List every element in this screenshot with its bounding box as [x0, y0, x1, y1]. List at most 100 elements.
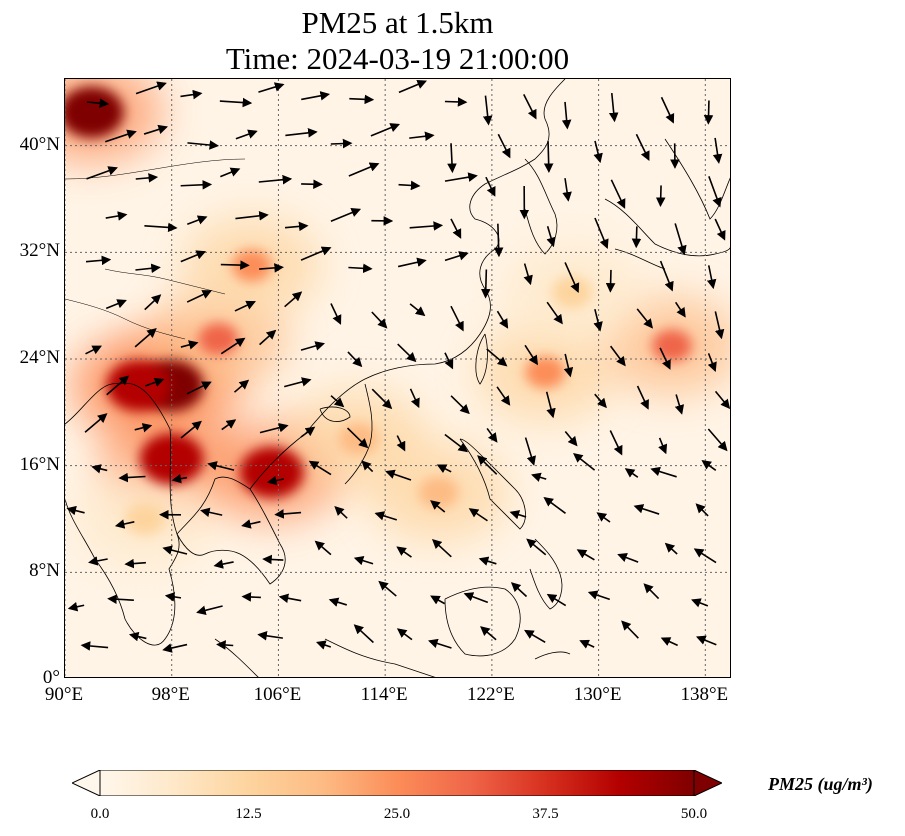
- wind-arrow: [658, 437, 668, 455]
- colorbar-tick-label: 25.0: [383, 806, 411, 822]
- wind-arrow: [526, 538, 547, 556]
- pm25-field: [65, 79, 730, 569]
- wind-arrow: [300, 246, 332, 261]
- map-title-line-1: PM25 at 1.5km: [301, 5, 494, 40]
- wind-arrow: [714, 218, 726, 241]
- wind-arrow: [235, 211, 269, 221]
- wind-arrow: [284, 221, 309, 232]
- colorbar-tick-label: 12.5: [235, 806, 262, 822]
- wind-arrow: [633, 504, 660, 515]
- wind-arrow: [609, 430, 623, 456]
- wind-arrow: [180, 89, 203, 100]
- wind-arrow: [696, 635, 717, 646]
- wind-arrow: [477, 455, 498, 475]
- wind-arrow: [431, 538, 452, 558]
- pm25-hotspot: [106, 360, 171, 412]
- wind-arrow: [180, 420, 202, 439]
- wind-arrow: [262, 554, 284, 565]
- pm25-hotspot: [651, 329, 692, 362]
- longitude-tick-label: 122°E: [467, 684, 515, 705]
- wind-arrow: [330, 395, 345, 408]
- wind-arrow: [398, 79, 427, 94]
- wind-arrow: [660, 96, 675, 124]
- wind-arrow: [134, 423, 153, 433]
- wind-arrow: [693, 548, 717, 564]
- colorbar: [72, 770, 722, 796]
- wind-arrow: [85, 255, 112, 266]
- wind-arrow: [708, 176, 722, 208]
- pm25-hotspot: [525, 356, 566, 389]
- wind-arrow: [216, 640, 234, 650]
- latitude-tick-label: 24°N: [19, 347, 60, 368]
- wind-arrow: [587, 590, 611, 601]
- wind-arrow: [396, 435, 406, 452]
- wind-arrow: [143, 124, 168, 135]
- wind-arrow: [608, 93, 619, 123]
- wind-arrow: [543, 496, 566, 514]
- wind-arrow: [635, 133, 650, 161]
- wind-arrow: [135, 173, 159, 183]
- wind-arrow: [187, 140, 220, 150]
- wind-arrow: [361, 460, 374, 473]
- pm25-hotspot: [125, 503, 166, 535]
- wind-arrow: [482, 95, 493, 126]
- wind-arrow: [480, 626, 497, 641]
- wind-arrow: [353, 556, 374, 566]
- map-title-line-2: Time: 2024-03-19 21:00:00: [225, 41, 570, 76]
- wind-arrow: [593, 309, 603, 332]
- wind-arrow: [241, 519, 261, 529]
- wind-arrow: [135, 263, 161, 274]
- wind-arrow: [695, 503, 709, 517]
- wind-arrow: [655, 185, 666, 208]
- wind-arrow: [486, 427, 498, 443]
- pm25-hotspot: [239, 446, 304, 498]
- wind-arrow: [330, 208, 362, 222]
- wind-arrow: [186, 215, 208, 226]
- wind-arrow: [485, 176, 496, 197]
- wind-arrow: [278, 593, 302, 604]
- wind-arrow: [428, 638, 452, 649]
- wind-arrow: [171, 473, 188, 484]
- longitude-tick-label: 114°E: [360, 684, 408, 705]
- wind-arrow: [186, 290, 213, 303]
- wind-arrow: [180, 250, 207, 263]
- wind-arrow: [196, 605, 223, 615]
- wind-arrow: [86, 98, 110, 108]
- wind-arrow: [493, 223, 504, 258]
- wind-arrow: [714, 311, 725, 340]
- wind-arrow: [576, 549, 595, 561]
- pm25-hotspot: [198, 323, 239, 355]
- wind-arrow: [397, 257, 427, 268]
- wind-arrow: [691, 598, 709, 608]
- wind-arrow: [563, 353, 574, 378]
- wind-arrow: [579, 639, 595, 649]
- wind-arrow: [703, 100, 714, 125]
- colorbar-min-extend: [72, 770, 101, 796]
- wind-arrow: [444, 97, 468, 107]
- wind-arrow: [347, 351, 363, 368]
- wind-arrow: [463, 592, 489, 604]
- wind-arrow: [444, 251, 469, 262]
- colorbar-tick-label: 50.0: [680, 806, 708, 822]
- wind-arrow: [674, 394, 685, 415]
- colorbar-tick-label: 0.0: [90, 806, 110, 822]
- wind-arrow: [531, 472, 547, 482]
- wind-arrow: [609, 345, 626, 367]
- wind-arrow: [564, 430, 578, 447]
- wind-arrow: [523, 263, 533, 286]
- wind-arrow: [80, 641, 109, 651]
- wind-arrow: [573, 452, 596, 471]
- wind-arrow: [314, 540, 332, 556]
- wind-arrow: [258, 82, 285, 93]
- wind-arrow: [430, 595, 446, 605]
- wind-arrow: [234, 300, 256, 312]
- wind-arrow: [480, 269, 491, 299]
- wind-arrow: [66, 505, 85, 516]
- wind-arrow: [241, 592, 261, 602]
- wind-arrow: [706, 265, 717, 290]
- wind-arrow: [545, 391, 556, 419]
- wind-arrow: [180, 340, 199, 350]
- wind-arrow: [397, 343, 417, 363]
- wind-arrow: [114, 519, 135, 529]
- wind-arrow: [659, 260, 674, 292]
